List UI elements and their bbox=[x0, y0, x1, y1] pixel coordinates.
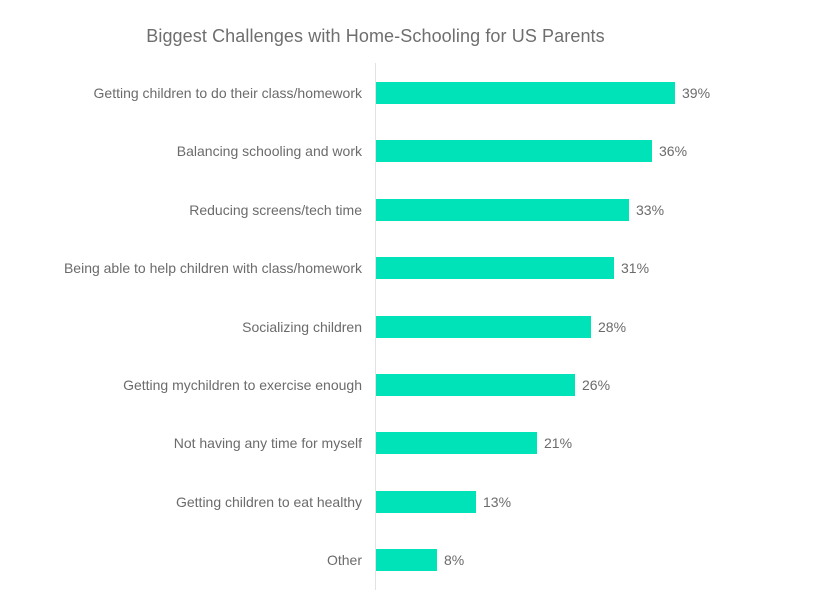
bar bbox=[376, 549, 437, 571]
value-label: 31% bbox=[621, 260, 650, 276]
category-label: Balancing schooling and work bbox=[176, 143, 362, 159]
bar bbox=[376, 82, 675, 104]
bar-row: Reducing screens/tech time 33% bbox=[0, 199, 831, 221]
bar-row: Getting children to eat healthy 13% bbox=[0, 491, 831, 513]
bar bbox=[376, 491, 476, 513]
bar-row: Other 8% bbox=[0, 549, 831, 571]
category-label: Getting children to do their class/homew… bbox=[93, 85, 362, 101]
value-label: 26% bbox=[582, 377, 611, 393]
bar bbox=[376, 140, 652, 162]
bar bbox=[376, 316, 591, 338]
value-label: 36% bbox=[659, 143, 688, 159]
value-label: 39% bbox=[682, 85, 711, 101]
value-label: 33% bbox=[636, 202, 665, 218]
bar-row: Getting mychildren to exercise enough 26% bbox=[0, 374, 831, 396]
value-label: 21% bbox=[544, 435, 573, 451]
bar-row: Balancing schooling and work 36% bbox=[0, 140, 831, 162]
value-label: 13% bbox=[483, 494, 512, 510]
category-label: Being able to help children with class/h… bbox=[63, 260, 362, 276]
category-label: Getting mychildren to exercise enough bbox=[123, 377, 362, 393]
y-axis-line bbox=[375, 63, 376, 590]
category-label: Getting children to eat healthy bbox=[175, 494, 362, 510]
bar-row: Being able to help children with class/h… bbox=[0, 257, 831, 279]
bar-row: Not having any time for myself 21% bbox=[0, 432, 831, 454]
bar-row: Getting children to do their class/homew… bbox=[0, 82, 831, 104]
category-label: Socializing children bbox=[242, 319, 362, 335]
category-label: Reducing screens/tech time bbox=[189, 202, 362, 218]
value-label: 28% bbox=[598, 319, 627, 335]
value-label: 8% bbox=[444, 552, 465, 568]
bar bbox=[376, 374, 575, 396]
bar-row: Socializing children 28% bbox=[0, 316, 831, 338]
bar bbox=[376, 257, 614, 279]
category-label: Not having any time for myself bbox=[173, 435, 362, 451]
bar bbox=[376, 432, 537, 454]
category-label: Other bbox=[326, 552, 362, 568]
bar bbox=[376, 199, 629, 221]
chart-title: Biggest Challenges with Home-Schooling f… bbox=[146, 26, 605, 46]
